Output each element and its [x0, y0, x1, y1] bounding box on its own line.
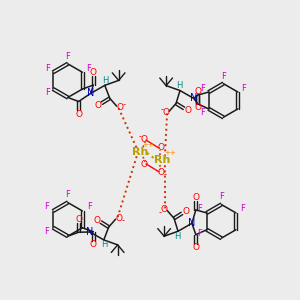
- Text: F: F: [200, 84, 205, 93]
- Text: F: F: [197, 229, 202, 238]
- Text: F: F: [44, 202, 49, 211]
- Text: N: N: [188, 218, 196, 228]
- Text: -: -: [159, 208, 162, 217]
- Text: O: O: [194, 87, 201, 96]
- Text: O: O: [141, 160, 148, 169]
- Text: -: -: [122, 100, 125, 109]
- Text: F: F: [242, 84, 246, 93]
- Text: F: F: [45, 88, 50, 97]
- Text: F: F: [86, 64, 91, 73]
- Text: O: O: [160, 205, 168, 214]
- Text: N: N: [190, 94, 198, 103]
- Text: O: O: [192, 193, 199, 202]
- Text: F: F: [197, 204, 202, 213]
- Text: ++: ++: [164, 150, 176, 156]
- Text: H: H: [102, 240, 108, 249]
- Text: F: F: [200, 108, 205, 117]
- Text: O: O: [115, 214, 122, 223]
- Text: O: O: [93, 216, 100, 225]
- Text: O: O: [90, 68, 97, 77]
- Text: F: F: [65, 190, 70, 199]
- Text: O: O: [163, 108, 170, 117]
- Text: H: H: [174, 232, 180, 241]
- Text: N: N: [86, 227, 94, 237]
- Text: O: O: [182, 207, 189, 216]
- Text: O: O: [116, 103, 123, 112]
- Text: F: F: [45, 64, 50, 73]
- Text: F: F: [44, 227, 49, 236]
- Text: -: -: [139, 133, 142, 142]
- Text: Rh: Rh: [154, 155, 170, 165]
- Text: O: O: [94, 101, 101, 110]
- Text: O: O: [192, 243, 199, 252]
- Text: O: O: [75, 215, 82, 224]
- Text: F: F: [221, 72, 226, 81]
- Text: F: F: [87, 202, 92, 211]
- Text: O: O: [158, 168, 164, 177]
- Text: -: -: [164, 170, 166, 179]
- Text: -: -: [161, 105, 164, 114]
- Text: O: O: [75, 110, 82, 119]
- Text: O: O: [90, 240, 97, 249]
- Text: F: F: [65, 52, 70, 62]
- Text: Rh: Rh: [132, 147, 148, 157]
- Text: O: O: [158, 142, 164, 152]
- Text: H: H: [103, 76, 109, 85]
- Text: F: F: [219, 192, 224, 201]
- Text: O: O: [184, 106, 191, 115]
- Text: N: N: [87, 88, 94, 98]
- Text: O: O: [194, 103, 201, 112]
- Text: O: O: [141, 135, 148, 144]
- Text: F: F: [240, 204, 245, 213]
- Text: ++: ++: [142, 142, 154, 148]
- Text: H: H: [176, 81, 182, 90]
- Text: -: -: [121, 217, 124, 226]
